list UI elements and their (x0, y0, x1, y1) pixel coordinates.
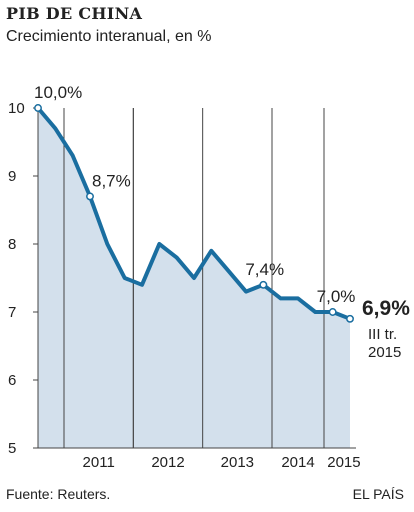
last-value-label: 6,9% (362, 297, 410, 320)
x-tick-label: 2012 (151, 454, 184, 471)
data-point-marker (34, 104, 42, 112)
x-tick-label: 2011 (83, 454, 115, 471)
x-tick-label: 2013 (221, 454, 254, 471)
data-point-marker (259, 280, 268, 289)
data-label: 7,4% (245, 260, 284, 279)
data-label: 7,0% (317, 287, 356, 306)
chart-title: PIB DE CHINA (6, 4, 143, 23)
data-point-marker (328, 308, 337, 316)
x-tick-label: 2015 (327, 454, 360, 471)
publisher-brand: EL PAÍS (352, 486, 404, 502)
data-label: 8,7% (92, 171, 131, 190)
y-tick-label: 8 (8, 236, 16, 253)
chart-subtitle: Crecimiento interanual, en % (6, 28, 212, 45)
y-tick-label: 7 (8, 304, 16, 321)
data-point-marker (346, 314, 354, 323)
y-tick-label: 6 (8, 372, 16, 389)
y-tick-label: 9 (8, 168, 16, 185)
source-note: Fuente: Reuters. (6, 486, 111, 502)
x-tick-label: 2014 (281, 454, 314, 471)
data-label: 10,0% (34, 83, 82, 102)
y-tick-label: 5 (8, 440, 16, 457)
y-tick-label: 10 (8, 100, 25, 117)
last-value-note: 2015 (368, 344, 401, 361)
data-point-marker (86, 192, 94, 201)
last-value-note: III tr. (368, 326, 397, 343)
